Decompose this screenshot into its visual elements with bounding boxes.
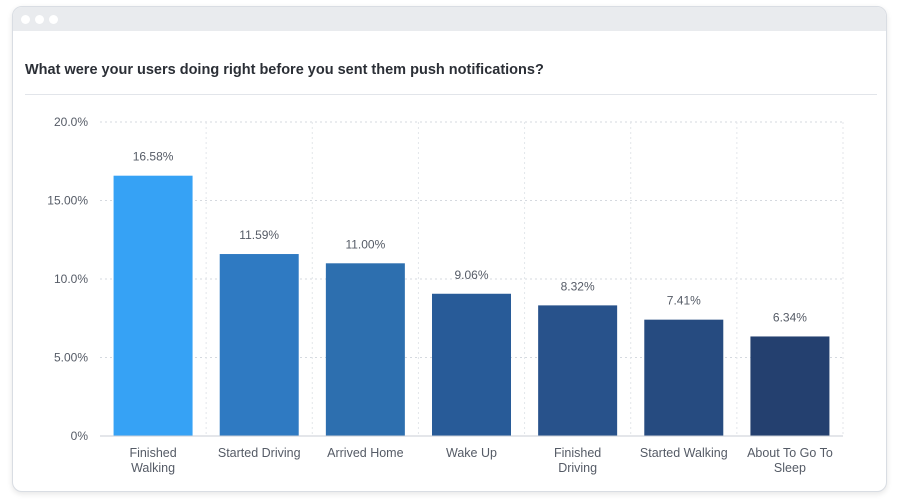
y-tick-label: 5.00% [54,351,88,365]
x-tick-label: Wake Up [446,446,497,460]
window-dot-icon [49,15,58,24]
x-tick-label: Arrived Home [327,446,403,460]
title-divider [25,94,877,95]
bar [538,305,618,436]
y-tick-label: 10.0% [54,272,88,286]
bar-value-label: 8.32% [561,279,595,293]
bar [325,263,405,436]
bar-value-label: 6.34% [773,310,807,324]
bar-value-label: 9.06% [454,268,488,282]
bar-value-label: 16.58% [133,150,174,164]
y-tick-label: 0% [71,429,89,443]
y-tick-label: 15.00% [47,194,88,208]
y-tick-label: 20.0% [54,115,88,129]
x-tick-label: About To Go To [747,446,833,460]
bar-value-label: 7.41% [667,294,701,308]
window-dot-icon [21,15,30,24]
window-dot-icon [35,15,44,24]
bar [219,254,299,436]
x-tick-label: Walking [131,461,175,475]
bar [644,319,724,436]
bar-value-label: 11.59% [239,228,279,242]
x-tick-label: Finished [129,446,176,460]
x-tick-label: Started Walking [640,446,728,460]
x-tick-label: Finished [554,446,601,460]
x-tick-label: Driving [558,461,597,475]
bar [432,293,511,436]
bar [113,175,193,436]
bar [750,336,830,436]
x-tick-label: Sleep [774,461,806,475]
chart-title: What were your users doing right before … [25,62,544,78]
bar-value-label: 11.00% [345,237,385,251]
x-tick-label: Started Driving [218,446,301,460]
window-titlebar [13,7,886,31]
